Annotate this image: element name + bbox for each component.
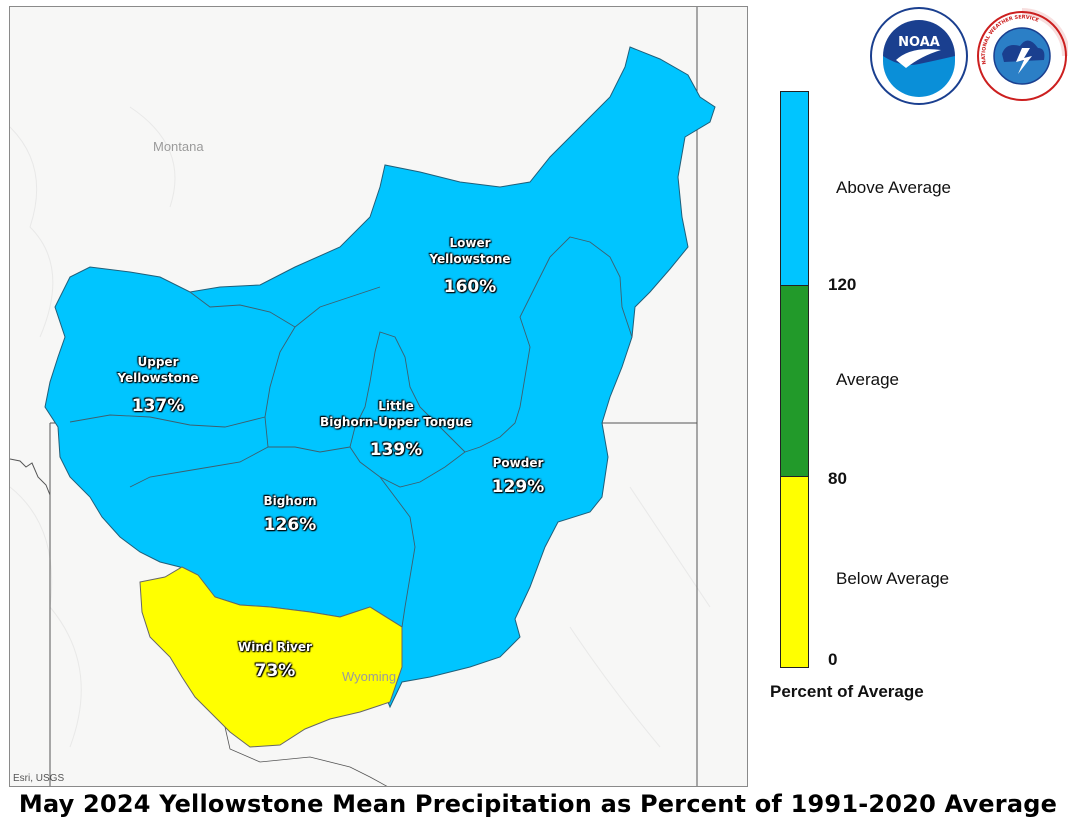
basin-value-little-bighorn-upper-tongue: 139%: [369, 440, 423, 460]
basin-value-powder: 129%: [491, 477, 545, 497]
noaa-logo-text: NOAA: [898, 35, 940, 50]
map-frame[interactable]: Montana Wyoming Lower Yellowstone 160% U…: [9, 6, 748, 787]
legend-swatch-average: [780, 285, 809, 477]
basin-name-powder[interactable]: Powder: [492, 456, 544, 470]
basin-value-upper-yellowstone: 137%: [131, 396, 185, 416]
state-label-wyoming: Wyoming: [342, 669, 397, 684]
noaa-logo: NOAA: [870, 7, 968, 105]
legend-label-below: Below Average: [836, 569, 950, 588]
legend-swatch-above: [780, 91, 809, 286]
terrain-shading: [10, 106, 711, 748]
legend-label-above: Above Average: [836, 178, 951, 197]
page-title: May 2024 Yellowstone Mean Precipitation …: [18, 790, 1058, 818]
basin-name-little-bighorn-upper-tongue[interactable]: Little Bighorn-Upper Tongue: [320, 399, 472, 429]
legend-swatch-below: [780, 476, 809, 668]
basin-boundaries: [69, 236, 633, 628]
legend-tick-80: 80: [828, 469, 847, 488]
basin-value-bighorn: 126%: [263, 515, 317, 535]
lower-basin-outline: [224, 726, 388, 786]
basin-name-bighorn[interactable]: Bighorn: [263, 494, 317, 508]
nws-logo: NATIONAL WEATHER SERVICE: [977, 8, 1068, 101]
basin-value-lower-yellowstone: 160%: [443, 277, 497, 297]
basin-name-lower-yellowstone[interactable]: Lower Yellowstone: [429, 236, 511, 266]
basin-value-wind-river: 73%: [254, 661, 296, 681]
legend-tick-0: 0: [828, 650, 838, 669]
legend-tick-120: 120: [828, 275, 857, 294]
basin-map: [10, 7, 716, 786]
basin-name-wind-river[interactable]: Wind River: [238, 640, 312, 654]
basin-polygon-below: [139, 566, 403, 748]
basin-name-upper-yellowstone[interactable]: Upper Yellowstone: [117, 355, 199, 385]
legend-title: Percent of Average: [770, 682, 924, 701]
legend-label-average: Average: [836, 370, 900, 389]
map-attribution: Esri, USGS: [13, 773, 65, 784]
state-label-montana: Montana: [153, 139, 204, 154]
